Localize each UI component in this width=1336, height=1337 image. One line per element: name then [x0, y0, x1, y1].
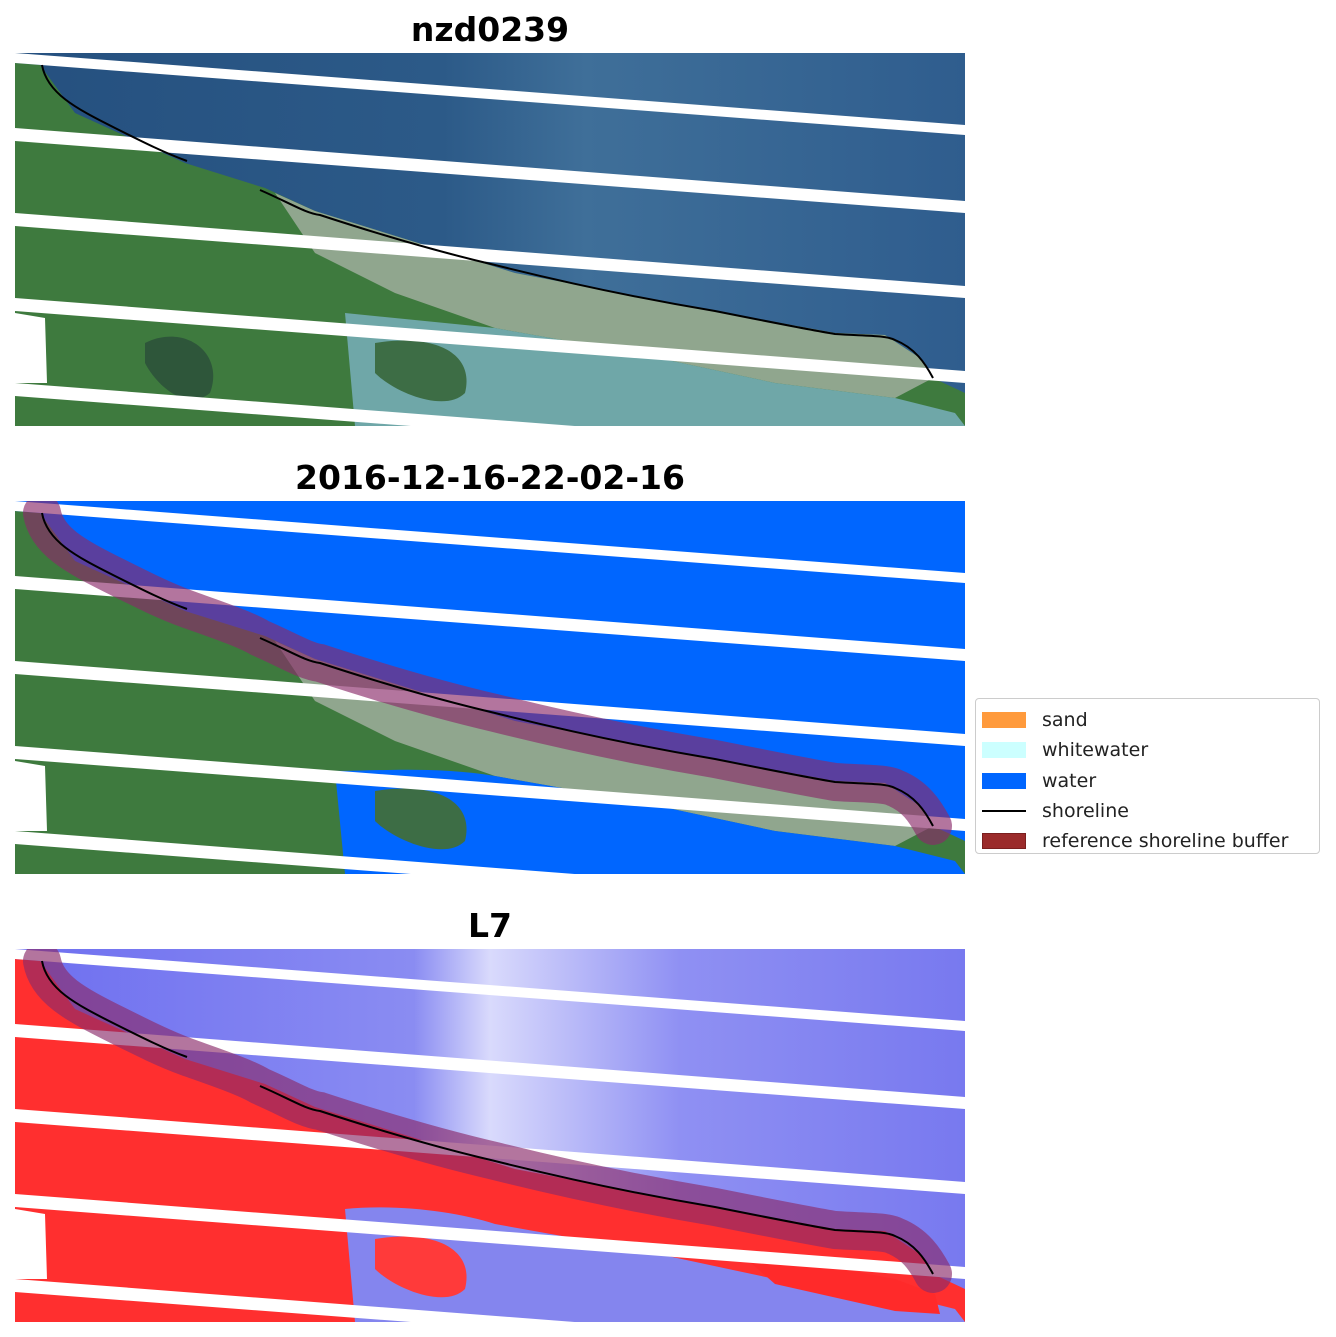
shoreline-line-swatch — [982, 803, 1026, 819]
water-swatch — [982, 772, 1026, 789]
panel-title-rgb: nzd0239 — [410, 10, 570, 49]
cloud-patch — [15, 313, 47, 383]
scanline-gaps — [15, 501, 965, 874]
legend-label-shoreline: shoreline — [1042, 800, 1129, 823]
scanline-gaps — [15, 53, 965, 426]
panel-title-classified: 2016-12-16-22-02-16 — [295, 458, 685, 497]
shoreline-line — [41, 960, 934, 1275]
index-land-area — [15, 959, 965, 1322]
panel-rgb-image — [15, 53, 965, 426]
legend-item-shoreline: shoreline — [982, 796, 1319, 826]
legend-item-whitewater: whitewater — [982, 735, 1319, 765]
legend-label-whitewater: whitewater — [1042, 739, 1149, 762]
sand-swatch — [982, 712, 1026, 729]
island — [375, 788, 467, 850]
legend-label-sand: sand — [1042, 709, 1088, 732]
legend-item-buffer: reference shoreline buffer — [982, 826, 1319, 856]
index-island — [375, 1236, 467, 1298]
legend: sand whitewater water shoreline referenc… — [975, 698, 1320, 854]
panel-classified-image — [15, 501, 965, 874]
legend-label-buffer: reference shoreline buffer — [1042, 830, 1289, 853]
shoreline-line — [41, 64, 934, 379]
cloud-patch — [15, 761, 47, 831]
whitewater-swatch — [982, 742, 1026, 759]
legend-item-water: water — [982, 766, 1319, 796]
forest-patch — [145, 336, 214, 400]
panel-index-image — [15, 949, 965, 1322]
panel-title-index: L7 — [468, 906, 512, 945]
island — [375, 340, 467, 402]
lagoon-water-class — [335, 769, 965, 874]
cloud-patch — [15, 1209, 47, 1279]
legend-label-water: water — [1042, 769, 1097, 792]
legend-item-sand: sand — [982, 705, 1319, 735]
sand-spit — [275, 193, 933, 398]
buffer-swatch — [982, 833, 1026, 850]
shoreline-line — [41, 512, 934, 827]
